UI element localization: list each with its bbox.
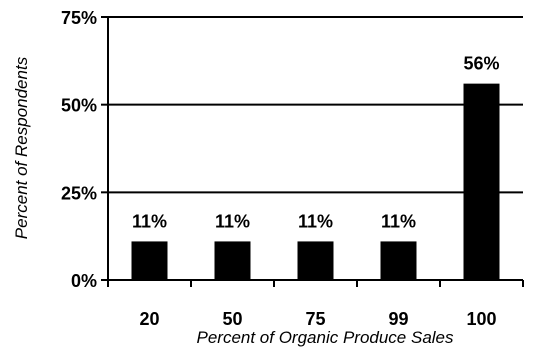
bar-75 — [297, 241, 334, 280]
axes — [107, 17, 523, 281]
bar-50 — [214, 241, 251, 280]
data-label-20: 11% — [132, 211, 167, 231]
y-tick-label: 25% — [61, 183, 97, 203]
x-tick-label-100: 100 — [466, 309, 496, 329]
data-label-75: 11% — [298, 211, 333, 231]
x-tick-label-99: 99 — [388, 309, 408, 329]
bar-99 — [380, 241, 417, 280]
data-labels: 11% 11% 11% 11% 56% — [132, 54, 500, 232]
x-ticks: 20 50 75 99 100 — [107, 280, 524, 329]
data-label-100: 56% — [463, 54, 499, 74]
y-tick-label: 75% — [61, 8, 97, 28]
bar-20 — [131, 241, 168, 280]
x-tick-label-75: 75 — [305, 309, 325, 329]
gridlines — [108, 16, 523, 194]
x-tick-label-20: 20 — [139, 309, 159, 329]
x-tick-label-50: 50 — [222, 309, 242, 329]
bars — [131, 83, 500, 280]
y-axis-title: Percent of Respondents — [12, 56, 31, 239]
bar-100 — [463, 83, 500, 280]
y-tick-label: 50% — [61, 96, 97, 116]
y-ticks: 0% 25% 50% 75% — [61, 8, 108, 291]
y-tick-label: 0% — [71, 271, 97, 291]
x-axis-title: Percent of Organic Produce Sales — [196, 328, 454, 347]
data-label-50: 11% — [215, 211, 250, 231]
data-label-99: 11% — [381, 211, 416, 231]
